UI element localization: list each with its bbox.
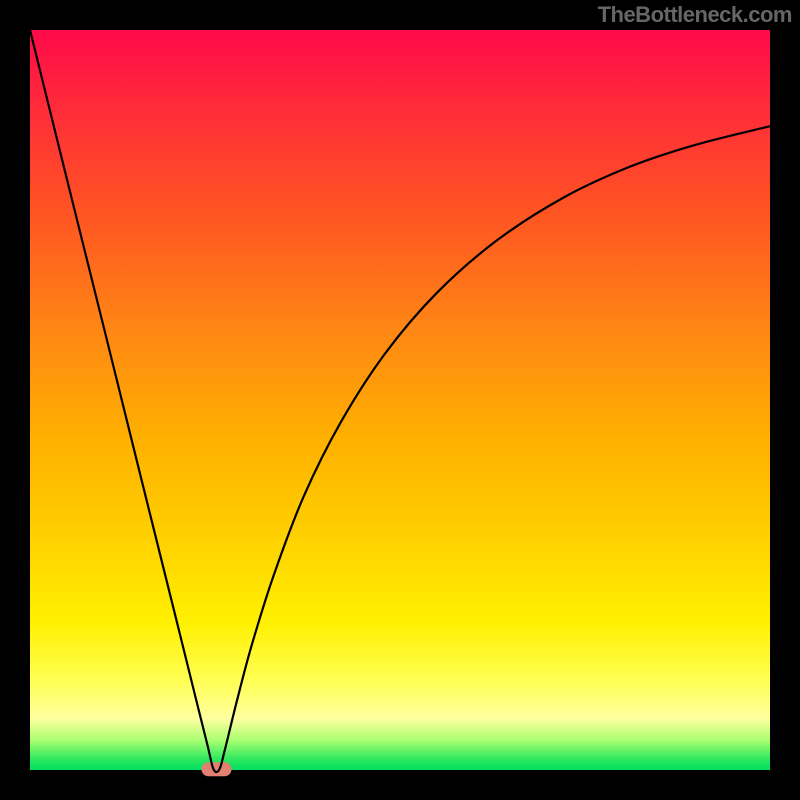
bottleneck-chart (0, 0, 800, 800)
attribution-text: TheBottleneck.com (598, 2, 792, 28)
plot-background (30, 30, 770, 770)
chart-container: TheBottleneck.com (0, 0, 800, 800)
optimal-marker (201, 762, 231, 776)
